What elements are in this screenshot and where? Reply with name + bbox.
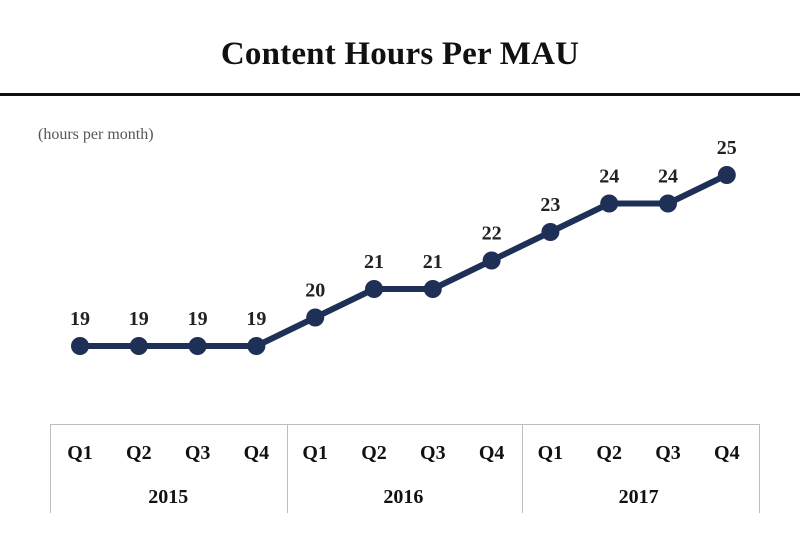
- data-point: [541, 223, 560, 241]
- data-point: [423, 280, 442, 298]
- series-line: [80, 172, 729, 349]
- data-point: [306, 308, 325, 327]
- quarter-tick-label: Q1: [537, 442, 564, 464]
- data-label: 19: [246, 308, 266, 330]
- title-divider: [0, 93, 800, 96]
- y-unit-label: (hours per month): [38, 126, 154, 143]
- data-point: [365, 280, 383, 298]
- quarter-tick-label: Q1: [302, 442, 328, 464]
- data-label: 21: [423, 251, 443, 273]
- data-label: 21: [364, 251, 384, 273]
- data-label: 19: [70, 308, 90, 330]
- chart-title: Content Hours Per MAU: [220, 36, 580, 72]
- data-label: 25: [717, 137, 737, 159]
- year-divider: [522, 425, 523, 513]
- data-label: 19: [129, 308, 149, 330]
- quarter-tick-label: Q3: [184, 442, 211, 464]
- data-point: [482, 251, 501, 270]
- data-label: 23: [540, 194, 560, 216]
- year-label: 2017: [618, 486, 659, 508]
- quarter-tick-label: Q2: [596, 442, 622, 464]
- x-axis-table: [50, 424, 760, 513]
- data-label: 24: [658, 166, 678, 188]
- quarter-tick-label: Q4: [478, 442, 505, 464]
- quarter-tick-label: Q3: [655, 442, 681, 464]
- data-point: [129, 337, 148, 355]
- data-point: [188, 337, 207, 355]
- data-point: [659, 194, 677, 213]
- quarter-tick-label: Q1: [67, 442, 93, 464]
- year-divider: [286, 425, 288, 513]
- data-label: 20: [305, 280, 325, 302]
- data-point: [71, 337, 89, 355]
- quarter-tick-label: Q2: [126, 442, 152, 464]
- data-point: [717, 166, 736, 184]
- data-label: 22: [482, 223, 502, 245]
- quarter-tick-label: Q4: [243, 442, 270, 464]
- data-point: [600, 194, 619, 213]
- quarter-tick-label: Q3: [420, 442, 446, 464]
- year-label: 2015: [148, 486, 189, 508]
- data-point: [247, 337, 266, 355]
- data-label: 24: [599, 166, 619, 188]
- year-label: 2016: [383, 486, 424, 508]
- quarter-tick-label: Q4: [714, 442, 740, 464]
- quarter-tick-label: Q2: [361, 442, 387, 464]
- data-label: 19: [188, 308, 208, 330]
